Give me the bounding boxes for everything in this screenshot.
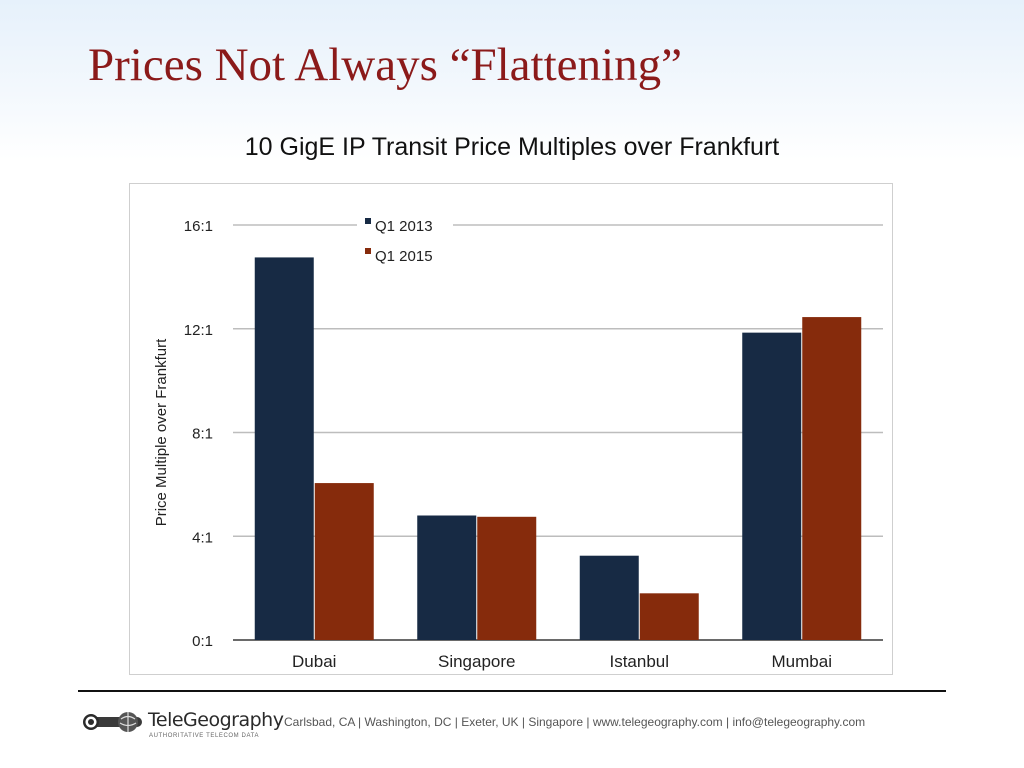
x-tick-label: Singapore (438, 652, 516, 671)
legend-label: Q1 2015 (375, 248, 433, 265)
x-tick-label: Dubai (292, 652, 336, 671)
telephone-globe-icon (83, 712, 142, 732)
footer-divider (78, 690, 946, 692)
bar-mumbai-q1-2015 (802, 317, 862, 640)
bar-dubai-q1-2015 (314, 483, 374, 640)
y-tick-label: 16:1 (184, 218, 213, 235)
legend-swatch (365, 218, 371, 224)
x-tick-label: Mumbai (772, 652, 832, 671)
logo-tagline: AUTHORITATIVE TELECOM DATA (149, 733, 260, 739)
chart-title: 10 GigE IP Transit Price Multiples over … (244, 133, 780, 161)
legend-label: Q1 2013 (375, 218, 433, 235)
y-tick-label: 8:1 (192, 426, 213, 443)
bar-dubai-q1-2013 (254, 257, 314, 640)
y-axis-label: Price Multiple over Frankfurt (153, 338, 170, 526)
bar-singapore-q1-2015 (477, 516, 537, 640)
bar-istanbul-q1-2013 (579, 555, 639, 640)
bar-mumbai-q1-2013 (742, 332, 802, 640)
x-tick-label: Istanbul (609, 652, 669, 671)
bar-chart: 0:1 4:1 8:1 12:1 16:1 Dubai Singapore Istanbul M… (153, 213, 883, 671)
telegeography-logo: TeleGeography AUTHORITATIVE TELECOM DATA (82, 708, 284, 744)
footer-contact: Carlsbad, CA | Washington, DC | Exeter, … (284, 715, 866, 729)
y-tick-label: 12:1 (184, 322, 213, 339)
bar-istanbul-q1-2015 (639, 593, 699, 640)
legend-swatch (365, 248, 371, 254)
y-tick-label: 0:1 (192, 633, 213, 650)
logo-wordmark: TeleGeography (148, 709, 284, 731)
slide-title: Prices Not Always “Flattening” (88, 39, 682, 91)
legend-background (357, 213, 453, 269)
bar-singapore-q1-2013 (417, 515, 477, 640)
y-tick-label: 4:1 (192, 529, 213, 546)
